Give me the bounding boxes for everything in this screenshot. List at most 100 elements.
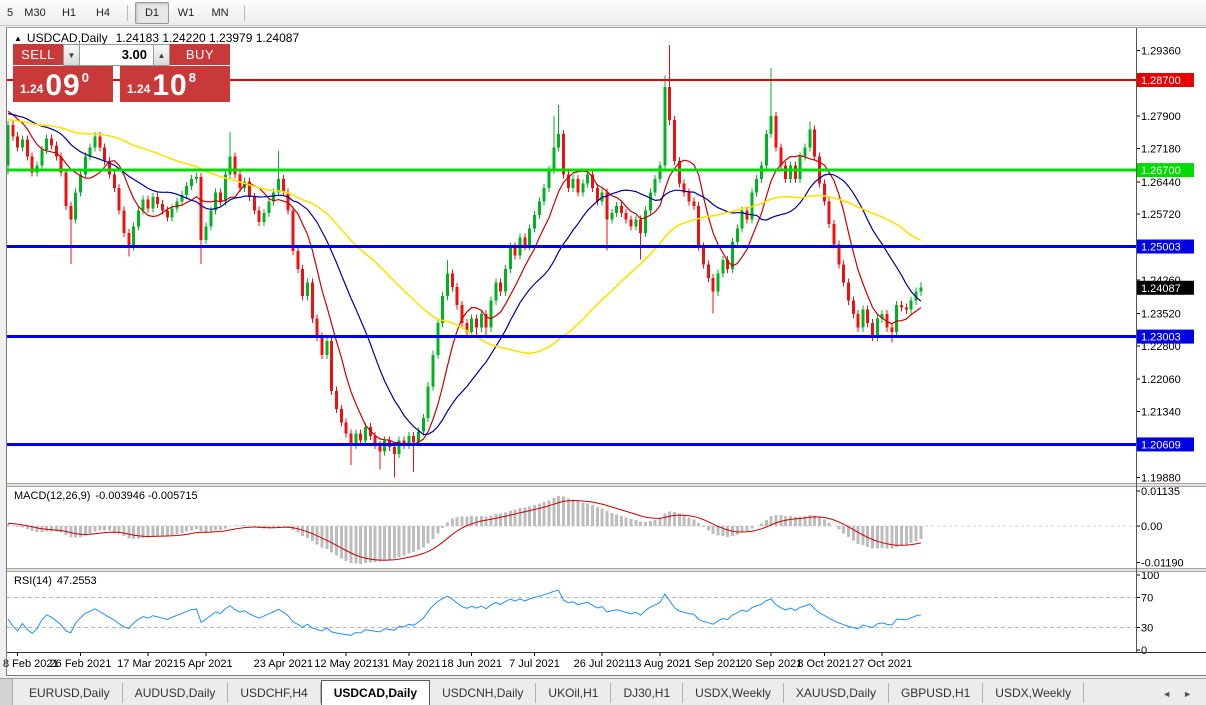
- svg-text:26 Feb 2021: 26 Feb 2021: [50, 658, 112, 670]
- svg-text:8 Oct 2021: 8 Oct 2021: [797, 658, 851, 670]
- sell-price-prefix: 1.24: [20, 82, 44, 96]
- svg-text:0: 0: [1141, 645, 1147, 657]
- tab-gbpusd-h1[interactable]: GBPUSD,H1: [889, 683, 984, 703]
- svg-text:0.01135: 0.01135: [1141, 486, 1180, 498]
- timeframe-button-mn[interactable]: MN: [211, 6, 229, 19]
- price-box-gap: [113, 66, 120, 102]
- svg-text:100: 100: [1141, 570, 1159, 582]
- svg-text:30: 30: [1141, 623, 1153, 635]
- tab-scroll-controls: ◄ ►: [1162, 689, 1206, 705]
- tab-usdx-weekly[interactable]: USDX,Weekly: [683, 683, 784, 703]
- tab-usdcad-daily[interactable]: USDCAD,Daily: [320, 680, 431, 705]
- macd-pane: 0.01135 0.00 -0.01190: [6, 486, 1184, 570]
- svg-text:20 Sep 2021: 20 Sep 2021: [740, 658, 802, 670]
- svg-text:1.23520: 1.23520: [1141, 308, 1181, 320]
- tab-ukoil-h1[interactable]: UKOil,H1: [536, 683, 612, 703]
- rsi-pane-title: RSI(14) 47.2553: [14, 575, 97, 587]
- collapse-triangle-icon[interactable]: ▲: [14, 34, 22, 43]
- svg-text:1.19880: 1.19880: [1141, 472, 1181, 484]
- sell-price-pipette: 0: [81, 70, 89, 85]
- svg-text:1.28700: 1.28700: [1141, 75, 1181, 87]
- svg-text:1.24087: 1.24087: [1141, 283, 1181, 295]
- toolbar-separator: [244, 4, 245, 21]
- timeframe-button-w1[interactable]: W1: [177, 6, 195, 19]
- tab-usdchf-h4[interactable]: USDCHF,H4: [228, 683, 321, 703]
- svg-text:1.27180: 1.27180: [1141, 143, 1181, 155]
- tab-audusd-daily[interactable]: AUDUSD,Daily: [123, 683, 229, 703]
- tab-usdcnh-daily[interactable]: USDCNH,Daily: [430, 683, 537, 703]
- timeframe-button-m30[interactable]: M30: [24, 6, 46, 19]
- buy-button[interactable]: BUY: [170, 44, 230, 66]
- tab-scroll-right-icon[interactable]: ►: [1183, 689, 1192, 699]
- tab-usdx-weekly-2[interactable]: USDX,Weekly: [983, 683, 1085, 703]
- macd-pane-title: MACD(12,26,9) -0.003946 -0.005715: [14, 490, 198, 502]
- svg-text:23 Apr 2021: 23 Apr 2021: [254, 658, 313, 670]
- macd-label: MACD(12,26,9): [14, 490, 91, 502]
- chart-ohlc-values: 1.24183 1.24220 1.23979 1.24087: [115, 31, 300, 45]
- moving-averages-layer: [7, 110, 922, 446]
- toolbar-separator: [127, 4, 128, 21]
- candles-layer: [6, 44, 923, 478]
- svg-text:27 Oct 2021: 27 Oct 2021: [852, 658, 912, 670]
- svg-text:5 Apr 2021: 5 Apr 2021: [179, 658, 232, 670]
- tab-dj30-h1[interactable]: DJ30,H1: [611, 683, 684, 703]
- symbol-tab-bar: EURUSD,Daily AUDUSD,Daily USDCHF,H4 USDC…: [0, 678, 1206, 705]
- volume-increase-button[interactable]: ▲: [153, 44, 170, 66]
- macd-values: -0.003946 -0.005715: [95, 490, 198, 502]
- sell-price-big-digits: 09: [45, 69, 81, 102]
- rsi-label: RSI(14): [14, 575, 52, 587]
- chart-frame: [6, 27, 1206, 676]
- one-click-trade-panel: SELL ▼ 3.00 ▲ BUY 1.24 09 0 1.24 10 8: [13, 44, 230, 102]
- svg-text:1.22800: 1.22800: [1141, 341, 1181, 353]
- chart-symbol-label: USDCAD,Daily: [26, 31, 108, 45]
- timeframe-button-h4[interactable]: H4: [95, 6, 111, 19]
- svg-text:70: 70: [1141, 593, 1153, 605]
- price-axis: 1.293601.279001.271801.264401.257201.242…: [1136, 45, 1194, 484]
- svg-text:7 Jul 2021: 7 Jul 2021: [509, 658, 560, 670]
- sell-button[interactable]: SELL: [13, 44, 63, 66]
- macd-histogram: [6, 496, 923, 564]
- svg-text:1 Sep 2021: 1 Sep 2021: [685, 658, 741, 670]
- chart-title: ▲ USDCAD,Daily 1.24183 1.24220 1.23979 1.2…: [14, 31, 299, 45]
- chart-backgrounds: [6, 27, 1206, 676]
- svg-text:1.25003: 1.25003: [1141, 242, 1181, 254]
- svg-text:-0.01190: -0.01190: [1141, 558, 1184, 570]
- svg-text:1.23003: 1.23003: [1141, 332, 1181, 344]
- buy-price-pipette: 8: [188, 70, 196, 85]
- buy-price-display[interactable]: 1.24 10 8: [120, 66, 230, 102]
- volume-input[interactable]: 3.00: [80, 44, 153, 66]
- svg-text:17 Mar 2021: 17 Mar 2021: [117, 658, 179, 670]
- svg-text:8 Feb 2021: 8 Feb 2021: [3, 658, 59, 670]
- svg-text:1.21340: 1.21340: [1141, 407, 1181, 419]
- svg-text:1.26700: 1.26700: [1141, 165, 1181, 177]
- svg-text:12 May 2021: 12 May 2021: [314, 658, 378, 670]
- svg-text:1.29360: 1.29360: [1141, 45, 1181, 57]
- timeframe-toolbar: 5 M30 H1 H4 D1 W1 MN: [0, 0, 1206, 26]
- volume-stepper: ▼ 3.00 ▲: [63, 44, 170, 66]
- tab-scroll-left-icon[interactable]: ◄: [1162, 689, 1172, 699]
- svg-text:1.20609: 1.20609: [1141, 439, 1181, 451]
- tab-eurusd-daily[interactable]: EURUSD,Daily: [17, 683, 123, 703]
- svg-text:26 Jul 2021: 26 Jul 2021: [574, 658, 631, 670]
- svg-text:1.26440: 1.26440: [1141, 177, 1181, 189]
- svg-text:1.27900: 1.27900: [1141, 111, 1181, 123]
- timeframe-button-m5[interactable]: 5: [6, 6, 14, 19]
- buy-price-prefix: 1.24: [127, 82, 151, 96]
- sell-price-display[interactable]: 1.24 09 0: [13, 66, 113, 102]
- macd-signal-line: [7, 499, 921, 561]
- svg-text:1.25720: 1.25720: [1141, 209, 1181, 221]
- volume-decrease-button[interactable]: ▼: [63, 44, 80, 66]
- timeframe-button-d1[interactable]: D1: [135, 1, 169, 24]
- buy-price-big-digits: 10: [152, 69, 188, 102]
- rsi-pane: 100 70 30 0: [7, 570, 1159, 657]
- svg-text:13 Aug 2021: 13 Aug 2021: [629, 658, 691, 670]
- svg-text:31 May 2021: 31 May 2021: [377, 658, 441, 670]
- tab-xauusd-daily[interactable]: XAUUSD,Daily: [784, 683, 889, 703]
- svg-text:18 Jun 2021: 18 Jun 2021: [441, 658, 502, 670]
- rsi-value: 47.2553: [56, 575, 97, 587]
- svg-text:0.00: 0.00: [1141, 521, 1162, 533]
- timeframe-button-h1[interactable]: H1: [61, 6, 77, 19]
- svg-text:1.22060: 1.22060: [1141, 374, 1181, 386]
